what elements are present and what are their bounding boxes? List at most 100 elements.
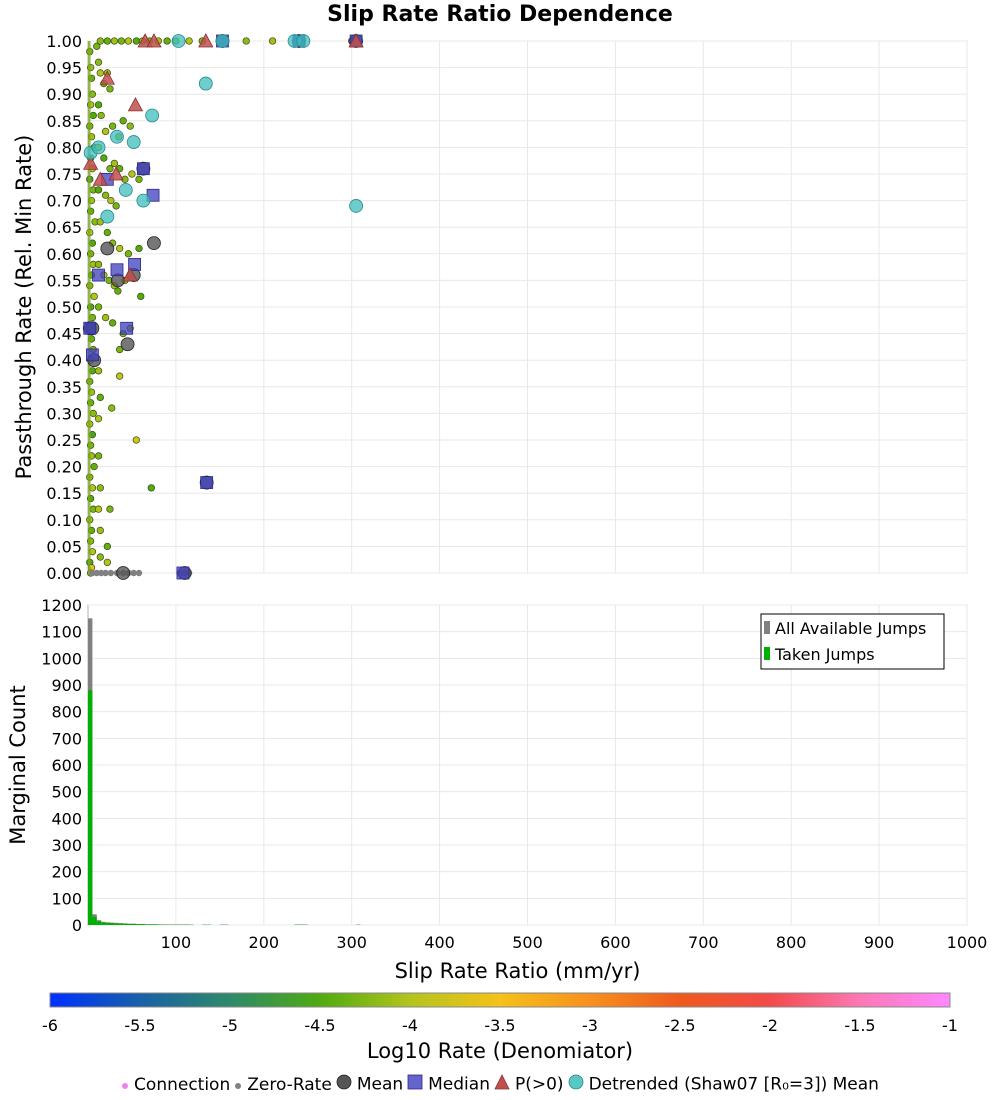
pgt0-point — [122, 267, 138, 282]
connection-point — [124, 37, 133, 45]
zero-rate-point — [89, 569, 96, 577]
pgt0-point — [92, 171, 108, 186]
x-tick-label: 100 — [161, 933, 192, 952]
x-tick-label: 600 — [600, 933, 631, 952]
pgt0-point — [348, 33, 364, 48]
colorbar-label: Log10 Rate (Denomiator) — [367, 1039, 633, 1063]
x-tick-label: 800 — [776, 933, 807, 952]
y-axis-label: Passthrough Rate (Rel. Min Rate) — [12, 135, 36, 480]
y-tick-label: 500 — [51, 783, 82, 802]
median-point — [120, 321, 134, 335]
colorbar-tick-label: -3 — [582, 1016, 598, 1035]
x-tick-label: 900 — [864, 933, 895, 952]
connection-point — [101, 191, 110, 199]
connection-point — [94, 101, 103, 109]
legend-label: Mean — [356, 1074, 404, 1095]
bar-taken — [114, 923, 119, 925]
y-tick-label: 400 — [51, 809, 82, 828]
colorbar-tick-label: -6 — [42, 1016, 58, 1035]
bar-taken — [136, 924, 141, 925]
connection-point — [94, 367, 103, 375]
pgt0-point — [127, 96, 144, 112]
x-tick-label: 1000 — [947, 933, 988, 952]
y-tick-label: 0.25 — [46, 431, 82, 450]
median-point — [83, 321, 97, 335]
legend-item-pgt0: P(>0) — [494, 1074, 564, 1095]
zero-rate-point — [97, 569, 105, 577]
connection-point — [115, 345, 124, 354]
zero-rate-point — [130, 569, 137, 577]
y-tick-label: 0.80 — [46, 138, 82, 157]
mean-point — [147, 236, 161, 251]
connection-point — [96, 484, 104, 492]
colorbar-tick-label: -5 — [222, 1016, 238, 1035]
connection-point — [137, 292, 145, 301]
connection-point — [147, 484, 155, 492]
colorbar-panel: -6 -5.5 -5 -4.5 -4 -3.5 -3 -2.5 -2 -1.5 -1 Log10 Ra… — [42, 992, 958, 1063]
y-tick-label: 0.00 — [46, 564, 82, 583]
connection-point — [96, 69, 104, 77]
chart-title: Slip Rate Ratio Dependence — [327, 2, 673, 27]
colorbar — [49, 992, 951, 1008]
connection-point — [112, 202, 120, 210]
connection-point — [106, 165, 114, 173]
x-axis-label: Slip Rate Ratio (mm/yr) — [395, 959, 641, 983]
bar-taken — [127, 923, 132, 925]
connection-point — [94, 303, 103, 311]
legend-swatch-all — [764, 621, 770, 634]
x-tick-label: 300 — [336, 933, 367, 952]
connection-point — [268, 37, 277, 45]
detrended-point — [215, 34, 230, 48]
y-tick-label: 200 — [51, 863, 82, 882]
connection-marker-icon — [121, 1075, 129, 1095]
detrended-point — [171, 34, 186, 48]
bar-taken — [96, 921, 102, 925]
connection-point — [108, 319, 117, 327]
mean-point — [100, 241, 115, 256]
connection-point — [94, 186, 103, 194]
y-tick-label: 0.35 — [46, 378, 82, 397]
y-tick-label: 0.15 — [46, 484, 82, 503]
y-tick-label: 0.95 — [46, 59, 82, 78]
y-tick-label: 800 — [51, 703, 82, 722]
y-tick-label: 0 — [72, 916, 82, 935]
x-tick-label: 700 — [688, 933, 719, 952]
detrended-point — [198, 76, 213, 91]
connection-point — [115, 372, 124, 380]
legend-box — [760, 613, 945, 670]
bar-taken — [101, 922, 106, 925]
legend-label: Detrended (Shaw07 [R₀=3]) Mean — [588, 1074, 879, 1095]
y-tick-label: 900 — [51, 676, 82, 695]
detrended-point — [349, 199, 363, 213]
connection-point — [89, 111, 97, 120]
pgt0-point — [108, 166, 124, 181]
bar-taken — [145, 924, 150, 925]
connection-point — [96, 37, 104, 45]
colorbar-tick-label: -2 — [762, 1016, 778, 1035]
connection-point — [90, 292, 98, 301]
connection-point — [103, 228, 111, 237]
y-tick-label: 1100 — [41, 623, 82, 642]
connection-point — [132, 37, 140, 45]
connection-point — [94, 452, 103, 460]
y-tick-label: 100 — [51, 889, 82, 908]
bar-taken — [153, 924, 159, 925]
pgt0-point — [82, 155, 99, 170]
connection-point — [106, 85, 114, 93]
connection-point — [163, 37, 171, 45]
median-marker-icon — [407, 1074, 423, 1095]
bar-taken — [158, 924, 163, 925]
median-point — [128, 258, 141, 271]
histogram-panel: 100 200 300 400 500 600 700 800 900 1000 0 100 200 30… — [6, 596, 987, 983]
zero-rate-point — [93, 569, 100, 577]
connection-point — [93, 42, 101, 50]
bar-taken — [123, 923, 128, 925]
connection-point — [106, 505, 114, 513]
colorbar-tick-label: -1.5 — [844, 1016, 875, 1035]
detrended-point — [126, 135, 141, 149]
connection-point — [97, 111, 105, 120]
connection-point — [96, 526, 104, 535]
legend-item-median: Median — [407, 1074, 490, 1095]
colorbar-tick-label: -4 — [402, 1016, 418, 1035]
